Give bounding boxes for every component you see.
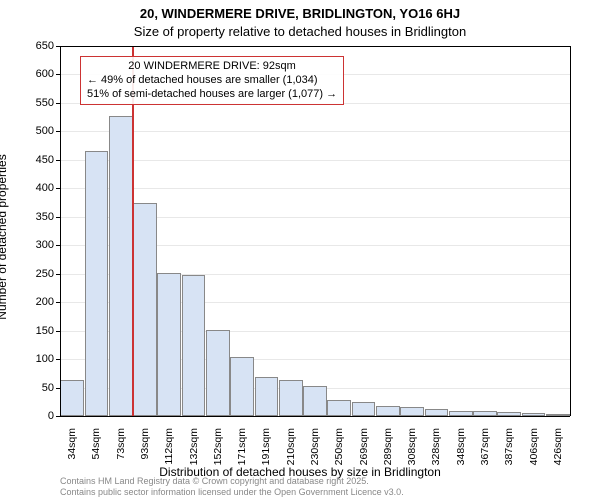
chart-title-address: 20, WINDERMERE DRIVE, BRIDLINGTON, YO16 … [0, 6, 600, 21]
histogram-bar [255, 377, 279, 416]
histogram-bar [327, 400, 351, 416]
histogram-bar [60, 380, 84, 416]
grid-line [60, 131, 570, 132]
y-tick-mark [56, 359, 60, 360]
y-tick-mark [56, 302, 60, 303]
x-axis-line [60, 416, 570, 417]
y-tick-mark [56, 103, 60, 104]
y-tick-label: 250 [14, 268, 54, 280]
histogram-bar [133, 203, 157, 416]
y-tick-mark [56, 46, 60, 47]
y-tick-label: 300 [14, 239, 54, 251]
y-tick-mark [56, 160, 60, 161]
y-tick-label: 350 [14, 211, 54, 223]
annotation-line1: 20 WINDERMERE DRIVE: 92sqm [87, 60, 337, 74]
y-tick-label: 200 [14, 296, 54, 308]
y-tick-label: 450 [14, 154, 54, 166]
y-tick-mark [56, 188, 60, 189]
plot-right-border [570, 46, 571, 416]
attribution-text: Contains HM Land Registry data © Crown c… [60, 476, 404, 498]
y-tick-label: 100 [14, 353, 54, 365]
y-tick-label: 500 [14, 125, 54, 137]
histogram-bar [376, 406, 400, 416]
histogram-bar [279, 380, 303, 416]
plot-top-border [60, 46, 570, 47]
y-tick-mark [56, 131, 60, 132]
annotation-line3: 51% of semi-detached houses are larger (… [87, 88, 337, 102]
histogram-bar [303, 386, 327, 416]
histogram-bar [109, 116, 133, 416]
histogram-bar [230, 357, 254, 416]
y-tick-label: 650 [14, 40, 54, 52]
y-tick-mark [56, 274, 60, 275]
y-axis-label: Number of detached properties [0, 154, 9, 319]
y-tick-label: 50 [14, 382, 54, 394]
y-tick-mark [56, 331, 60, 332]
annotation-line2: ← 49% of detached houses are smaller (1,… [87, 74, 337, 88]
grid-line [60, 160, 570, 161]
y-tick-label: 400 [14, 182, 54, 194]
grid-line [60, 188, 570, 189]
y-tick-mark [56, 388, 60, 389]
y-tick-mark [56, 416, 60, 417]
y-tick-mark [56, 217, 60, 218]
attribution-line2: Contains public sector information licen… [60, 487, 404, 498]
annotation-box: 20 WINDERMERE DRIVE: 92sqm ← 49% of deta… [80, 56, 344, 105]
histogram-bar [85, 151, 109, 416]
chart-subtitle: Size of property relative to detached ho… [0, 24, 600, 39]
histogram-bar [400, 407, 424, 416]
histogram-bar [425, 409, 449, 416]
y-tick-label: 550 [14, 97, 54, 109]
histogram-bar [206, 330, 230, 416]
y-axis-line [60, 46, 61, 416]
histogram-bar [157, 273, 181, 416]
chart-container: 20, WINDERMERE DRIVE, BRIDLINGTON, YO16 … [0, 0, 600, 500]
y-tick-mark [56, 245, 60, 246]
y-tick-label: 0 [14, 410, 54, 422]
histogram-bar [352, 402, 376, 416]
histogram-bar [182, 275, 206, 416]
y-tick-label: 600 [14, 68, 54, 80]
y-tick-mark [56, 74, 60, 75]
y-tick-label: 150 [14, 325, 54, 337]
plot-area: 20 WINDERMERE DRIVE: 92sqm ← 49% of deta… [60, 46, 570, 416]
attribution-line1: Contains HM Land Registry data © Crown c… [60, 476, 404, 487]
